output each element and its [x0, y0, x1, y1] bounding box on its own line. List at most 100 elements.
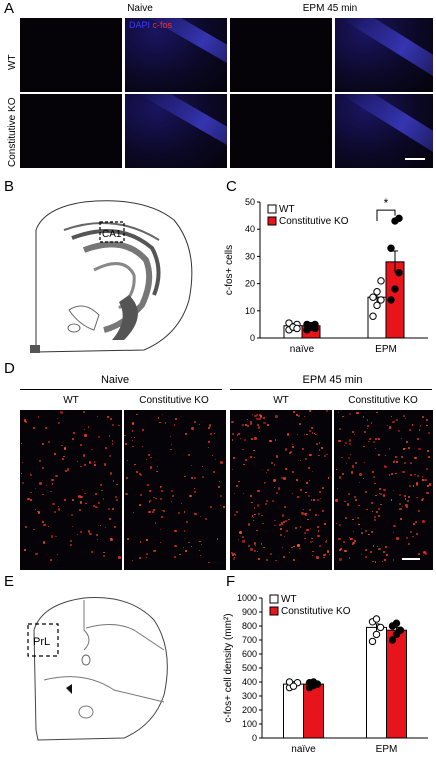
cfos-cell-dot — [100, 524, 102, 526]
data-point — [373, 301, 381, 310]
cfos-cell-dot — [283, 535, 286, 537]
cfos-cell-dot — [281, 476, 284, 479]
cfos-cell-dot — [109, 455, 112, 458]
y-tick-label: 1000 — [237, 593, 257, 603]
cfos-cell-dot — [149, 490, 152, 492]
cfos-cell-dot — [373, 475, 376, 478]
cfos-cell-dot — [427, 484, 430, 487]
cfos-cell-dot — [78, 495, 81, 498]
cfos-cell-dot — [22, 462, 24, 464]
cfos-cell-dot — [372, 510, 374, 512]
cfos-cell-dot — [112, 423, 115, 426]
cfos-cell-dot — [252, 449, 255, 452]
cfos-cell-dot — [80, 444, 83, 446]
cfos-cell-dot — [293, 411, 295, 413]
cfos-cell-dot — [146, 557, 148, 559]
cfos-cell-dot — [285, 468, 287, 470]
cfos-cell-dot — [390, 499, 393, 502]
cfos-cell-dot — [389, 426, 392, 429]
cfos-cell-dot — [298, 414, 301, 417]
cfos-cell-dot — [98, 501, 101, 504]
cfos-cell-dot — [94, 461, 96, 463]
cfos-cell-dot — [146, 539, 148, 541]
cfos-cell-dot — [387, 425, 389, 427]
cfos-cell-dot — [319, 449, 321, 451]
cfos-cell-dot — [381, 560, 384, 563]
cfos-cell-dot — [414, 521, 418, 524]
cfos-cell-dot — [61, 444, 63, 447]
cfos-cell-dot — [208, 426, 211, 429]
cfos-cell-dot — [425, 424, 428, 427]
cfos-cell-dot — [273, 479, 276, 482]
cfos-cell-dot — [139, 493, 142, 496]
panel-d-col-ko-2: Constitutive KO — [348, 395, 418, 406]
cfos-cell-dot — [375, 494, 377, 497]
cfos-cell-dot — [83, 463, 87, 467]
cfos-cell-dot — [360, 554, 363, 556]
cfos-cell-dot — [362, 477, 364, 479]
cfos-cell-dot — [51, 479, 54, 482]
brain-atlas-coronal-hippocampus: CA1 — [30, 200, 193, 353]
cfos-cell-dot — [374, 447, 377, 450]
cfos-cell-dot — [422, 520, 425, 523]
cfos-cell-dot — [398, 430, 401, 432]
cfos-cell-dot — [103, 554, 106, 557]
y-tick-label: 0 — [252, 733, 257, 743]
cfos-cell-dot — [162, 510, 165, 513]
x-tick-label: EPM — [376, 744, 398, 755]
cfos-cell-dot — [377, 515, 380, 518]
cfos-cell-dot — [385, 546, 388, 548]
cfos-cell-dot — [318, 454, 320, 457]
cfos-cell-dot — [284, 506, 287, 509]
cfos-cell-dot — [248, 523, 251, 526]
data-point — [377, 296, 385, 304]
cfos-cell-dot — [402, 505, 404, 507]
cfos-cell-dot — [254, 456, 256, 458]
cfos-cell-dot — [94, 505, 97, 508]
cfos-cell-dot — [408, 447, 410, 449]
cfos-cell-dot — [322, 509, 325, 512]
cfos-cell-dot — [248, 544, 250, 547]
cfos-cell-dot — [107, 416, 110, 419]
cfos-cell-dot — [112, 444, 114, 446]
cfos-cell-dot — [231, 551, 234, 555]
data-point — [369, 293, 377, 301]
cfos-cell-dot — [308, 467, 310, 469]
cfos-cell-dot — [323, 554, 326, 557]
cfos-cell-dot — [274, 439, 277, 441]
panel-d-group-epm: EPM 45 min — [302, 374, 363, 386]
cfos-cell-dot — [407, 495, 411, 498]
cfos-cell-dot — [169, 435, 171, 437]
cfos-cell-dot — [146, 459, 148, 461]
cfos-cell-dot — [315, 433, 317, 436]
cfos-cell-dot — [186, 521, 189, 524]
cfos-cell-dot — [304, 537, 306, 540]
cfos-cell-dot — [285, 530, 288, 533]
cfos-cell-dot — [87, 530, 90, 533]
cfos-cell-dot — [392, 531, 394, 534]
cfos-cell-dot — [338, 440, 341, 443]
cfos-cell-dot — [282, 521, 286, 524]
cfos-cell-dot — [191, 476, 194, 479]
cfos-cell-dot — [291, 546, 293, 549]
cfos-cell-dot — [307, 495, 310, 498]
cfos-cell-dot — [305, 529, 309, 532]
panel-a-image-wt-epm-merge — [335, 18, 433, 92]
cfos-cell-dot — [96, 538, 98, 540]
cfos-cell-dot — [191, 427, 194, 430]
cfos-cell-dot — [323, 454, 326, 457]
cfos-cell-dot — [174, 545, 177, 548]
cfos-cell-dot — [109, 518, 112, 521]
cfos-cell-dot — [414, 457, 417, 460]
cfos-cell-dot — [403, 461, 406, 464]
cfos-cell-dot — [342, 540, 346, 543]
cfos-cell-dot — [418, 447, 421, 450]
cfos-cell-dot — [345, 441, 348, 444]
cfos-cell-dot — [50, 559, 52, 561]
cfos-cell-dot — [231, 439, 233, 441]
cfos-cell-dot — [174, 529, 177, 532]
cfos-cell-dot — [171, 494, 174, 497]
cfos-cell-dot — [183, 530, 186, 532]
cfos-cell-dot — [402, 470, 405, 474]
cfos-cell-dot — [363, 445, 365, 448]
